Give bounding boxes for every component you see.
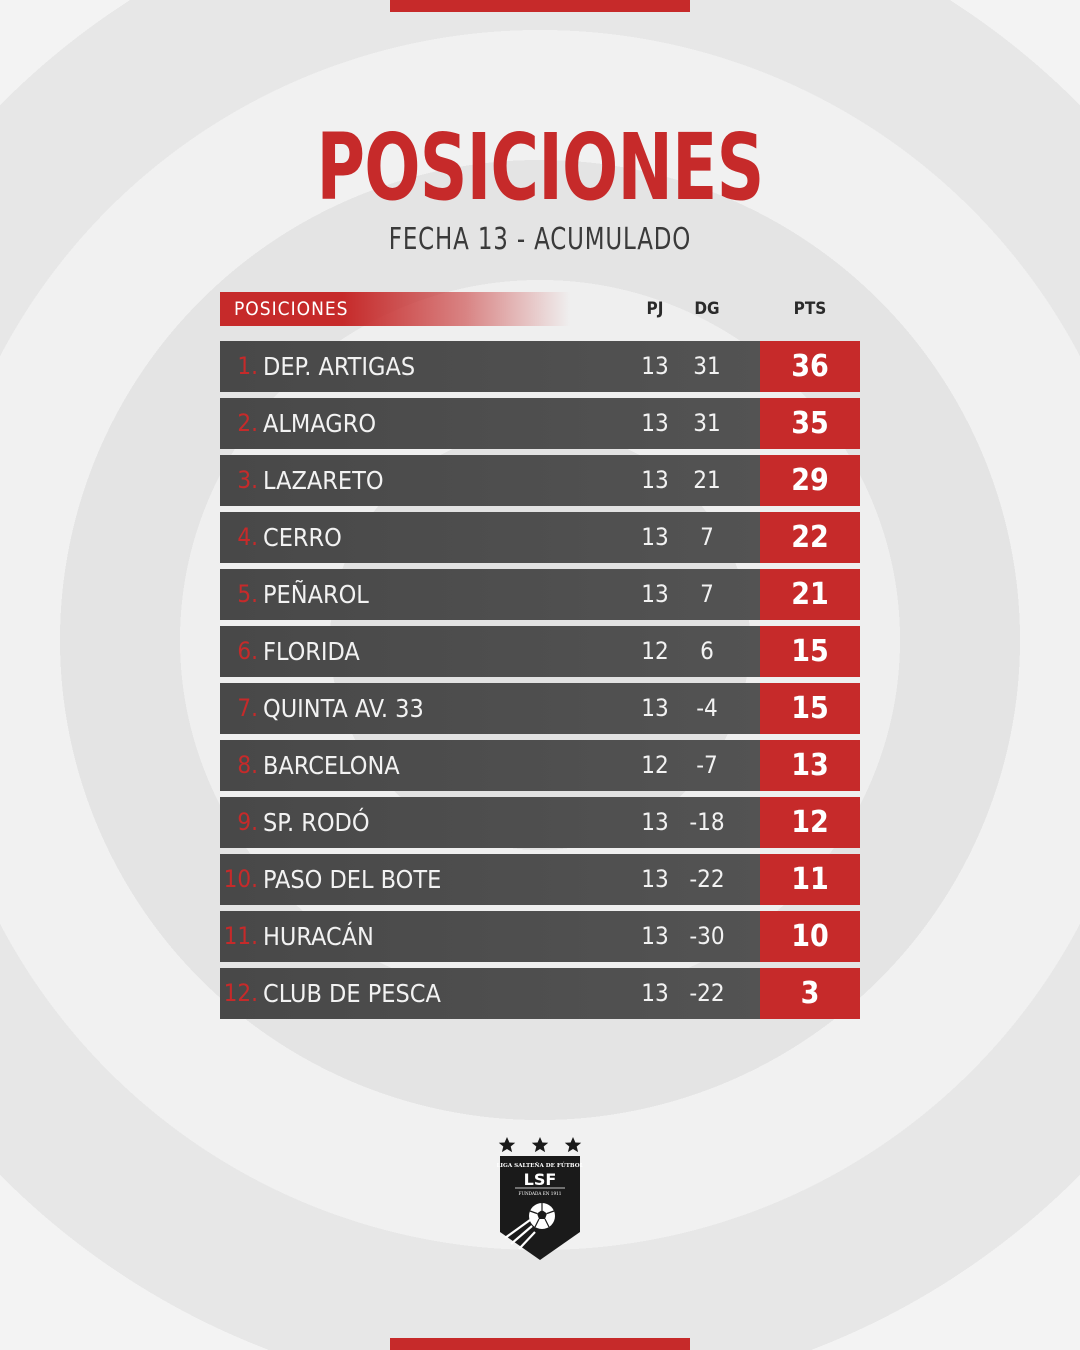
team-name: DEP. ARTIGAS xyxy=(263,352,416,381)
bottom-accent-bar xyxy=(390,1338,690,1350)
points: 3 xyxy=(760,968,860,1019)
points: 22 xyxy=(760,512,860,563)
position-number: 8. xyxy=(237,751,258,779)
team-name: CLUB DE PESCA xyxy=(263,979,441,1008)
points: 29 xyxy=(760,455,860,506)
table-row: 1. DEP. ARTIGAS 13 31 36 xyxy=(220,341,860,392)
position-number: 4. xyxy=(237,523,258,551)
games-played: 12 xyxy=(641,751,669,779)
team-name: FLORIDA xyxy=(263,637,360,666)
games-played: 13 xyxy=(641,580,669,608)
team-name: PEÑAROL xyxy=(263,580,369,609)
points: 36 xyxy=(760,341,860,392)
points: 13 xyxy=(760,740,860,791)
position-number: 12. xyxy=(223,979,258,1007)
table-row: 6. FLORIDA 12 6 15 xyxy=(220,626,860,677)
position-number: 10. xyxy=(223,865,258,893)
table-row: 8. BARCELONA 12 -7 13 xyxy=(220,740,860,791)
points: 11 xyxy=(760,854,860,905)
column-header-pj: PJ xyxy=(646,299,664,319)
column-header-dg: DG xyxy=(694,299,720,319)
table-row: 3. LAZARETO 13 21 29 xyxy=(220,455,860,506)
goal-difference: 31 xyxy=(693,352,721,380)
table-header-label: POSICIONES xyxy=(234,298,349,320)
table-header-band xyxy=(220,292,570,326)
games-played: 12 xyxy=(641,637,669,665)
points: 21 xyxy=(760,569,860,620)
games-played: 13 xyxy=(641,523,669,551)
svg-text:FUNDADA EN 1911: FUNDADA EN 1911 xyxy=(519,1191,562,1196)
table-row: 9. SP. RODÓ 13 -18 12 xyxy=(220,797,860,848)
standings-table: 1. DEP. ARTIGAS 13 31 36 2. ALMAGRO 13 3… xyxy=(220,341,860,1025)
points: 12 xyxy=(760,797,860,848)
team-name: ALMAGRO xyxy=(263,409,377,438)
position-number: 3. xyxy=(237,466,258,494)
goal-difference: 6 xyxy=(700,637,714,665)
table-row: 4. CERRO 13 7 22 xyxy=(220,512,860,563)
position-number: 2. xyxy=(237,409,258,437)
position-number: 1. xyxy=(237,352,258,380)
goal-difference: 7 xyxy=(700,523,714,551)
team-name: SP. RODÓ xyxy=(263,808,370,837)
page-title: POSICIONES xyxy=(316,114,765,221)
games-played: 13 xyxy=(641,694,669,722)
points: 35 xyxy=(760,398,860,449)
table-row: 11. HURACÁN 13 -30 10 xyxy=(220,911,860,962)
points: 15 xyxy=(760,683,860,734)
team-name: HURACÁN xyxy=(263,922,374,951)
team-name: CERRO xyxy=(263,523,342,552)
position-number: 6. xyxy=(237,637,258,665)
goal-difference: 21 xyxy=(693,466,721,494)
table-row: 2. ALMAGRO 13 31 35 xyxy=(220,398,860,449)
goal-difference: -7 xyxy=(696,751,718,779)
goal-difference: -22 xyxy=(689,865,725,893)
goal-difference: -30 xyxy=(689,922,725,950)
position-number: 11. xyxy=(223,922,258,950)
team-name: LAZARETO xyxy=(263,466,384,495)
goal-difference: 31 xyxy=(693,409,721,437)
team-name: BARCELONA xyxy=(263,751,400,780)
games-played: 13 xyxy=(641,979,669,1007)
position-number: 7. xyxy=(237,694,258,722)
games-played: 13 xyxy=(641,409,669,437)
svg-text:LSF: LSF xyxy=(524,1170,557,1189)
table-row: 12. CLUB DE PESCA 13 -22 3 xyxy=(220,968,860,1019)
table-row: 10. PASO DEL BOTE 13 -22 11 xyxy=(220,854,860,905)
position-number: 5. xyxy=(237,580,258,608)
goal-difference: -22 xyxy=(689,979,725,1007)
svg-text:LIGA SALTEÑA DE FÚTBOL: LIGA SALTEÑA DE FÚTBOL xyxy=(497,1161,583,1169)
table-header: POSICIONES PJ DG PTS xyxy=(220,292,860,326)
games-played: 13 xyxy=(641,808,669,836)
points: 10 xyxy=(760,911,860,962)
games-played: 13 xyxy=(641,352,669,380)
table-row: 7. QUINTA AV. 33 13 -4 15 xyxy=(220,683,860,734)
games-played: 13 xyxy=(641,922,669,950)
team-name: QUINTA AV. 33 xyxy=(263,694,424,723)
goal-difference: -18 xyxy=(689,808,725,836)
table-row: 5. PEÑAROL 13 7 21 xyxy=(220,569,860,620)
league-shield-logo-icon: LIGA SALTEÑA DE FÚTBOL LSF FUNDADA EN 19… xyxy=(496,1134,584,1262)
games-played: 13 xyxy=(641,865,669,893)
points: 15 xyxy=(760,626,860,677)
games-played: 13 xyxy=(641,466,669,494)
position-number: 9. xyxy=(237,808,258,836)
goal-difference: -4 xyxy=(696,694,718,722)
page-subtitle: FECHA 13 - ACUMULADO xyxy=(388,222,692,257)
top-accent-bar xyxy=(390,0,690,12)
goal-difference: 7 xyxy=(700,580,714,608)
team-name: PASO DEL BOTE xyxy=(263,865,442,894)
column-header-pts: PTS xyxy=(793,299,827,319)
